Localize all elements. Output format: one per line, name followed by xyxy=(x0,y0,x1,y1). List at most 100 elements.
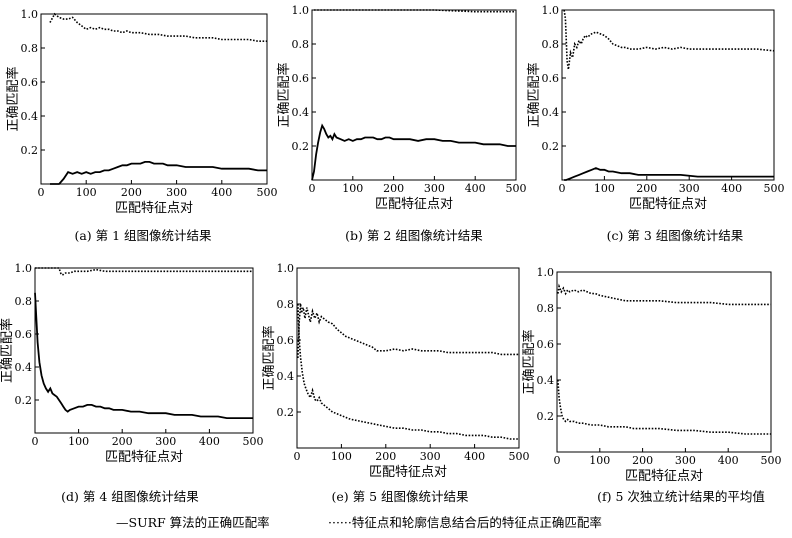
x-tick-label: 300 xyxy=(155,435,176,448)
chart-panel-b: 0 100 200 300 400 500 0.2 0.4 0.6 0.8 1.0 匹配特征点对 正确匹… xyxy=(276,4,527,243)
subplot-caption: (b) 第 2 组图像统计结果 xyxy=(345,228,483,243)
subplot-caption: (a) 第 1 组图像统计结果 xyxy=(74,228,212,243)
x-tick-label: 200 xyxy=(632,454,653,467)
x-axis-label: 匹配特征点对 xyxy=(625,469,703,484)
x-tick-label: 200 xyxy=(383,182,404,195)
series-line-2 xyxy=(35,267,253,276)
y-axis-label: 正确匹配率 xyxy=(526,62,542,127)
x-axis-label: 匹配特征点对 xyxy=(375,197,453,212)
x-tick-label: 500 xyxy=(506,182,527,195)
y-tick-label: 0.8 xyxy=(292,38,310,51)
x-tick-label: 100 xyxy=(331,450,352,463)
y-tick-label: 0.6 xyxy=(15,328,33,341)
x-tick-label: 400 xyxy=(211,186,232,199)
x-tick-label: 200 xyxy=(112,435,133,448)
x-tick-label: 0 xyxy=(38,186,45,199)
y-tick-label: 0.2 xyxy=(15,394,33,407)
series-line-1 xyxy=(557,379,771,435)
x-tick-label: 100 xyxy=(594,182,615,195)
series-line-2 xyxy=(557,283,771,306)
y-tick-label: 0.4 xyxy=(542,106,560,119)
y-tick-label: 0.6 xyxy=(542,72,560,85)
x-tick-label: 100 xyxy=(68,435,89,448)
series-line-1 xyxy=(34,292,253,420)
legend-dotted-label: ······特征点和轮廓信息结合后的特征点正确匹配率 xyxy=(328,515,602,530)
y-tick-label: 1.0 xyxy=(292,4,310,17)
y-tick-label: 0.8 xyxy=(537,302,555,315)
y-tick-label: 0.4 xyxy=(277,370,295,383)
y-tick-label: 0.2 xyxy=(542,140,560,153)
x-axis-label: 匹配特征点对 xyxy=(115,201,193,216)
y-axis-label: 正确匹配率 xyxy=(261,325,277,390)
y-tick-label: 1.0 xyxy=(277,262,295,275)
y-tick-label: 0.8 xyxy=(277,298,295,311)
y-tick-label: 0.4 xyxy=(21,110,39,123)
legend-solid-label: —SURF 算法的正确匹配率 xyxy=(116,515,270,530)
x-tick-label: 400 xyxy=(199,435,220,448)
series-line-1 xyxy=(50,160,267,185)
axes-frame xyxy=(34,267,254,434)
y-axis-label: 正确匹配率 xyxy=(521,329,537,394)
x-tick-label: 500 xyxy=(509,450,530,463)
x-tick-label: 100 xyxy=(76,186,97,199)
chart-panel-d: 0 100 200 300 400 500 0.2 0.4 0.6 0.8 1.0 匹配特征点对 正确匹… xyxy=(0,262,264,504)
axes-frame xyxy=(40,13,268,185)
axes-frame xyxy=(561,9,775,181)
y-tick-label: 0.2 xyxy=(21,144,39,157)
series-line-1 xyxy=(297,303,519,440)
x-tick-label: 200 xyxy=(121,186,142,199)
x-tick-label: 0 xyxy=(559,182,566,195)
x-tick-label: 500 xyxy=(764,182,785,195)
x-tick-label: 0 xyxy=(554,454,561,467)
series-line-2 xyxy=(314,9,516,13)
y-tick-label: 0.6 xyxy=(537,338,555,351)
x-tick-label: 0 xyxy=(309,182,316,195)
y-axis-label: 正确匹配率 xyxy=(5,66,21,131)
x-tick-label: 500 xyxy=(257,186,278,199)
y-tick-label: 1.0 xyxy=(542,4,560,17)
x-tick-label: 500 xyxy=(761,454,782,467)
y-tick-label: 0.4 xyxy=(15,361,33,374)
axes-frame xyxy=(311,9,517,181)
subplot-caption: (f) 5 次独立统计结果的平均值 xyxy=(597,489,765,504)
y-axis-label: 正确匹配率 xyxy=(276,62,292,127)
x-tick-label: 0 xyxy=(32,435,39,448)
series-line-1 xyxy=(564,167,774,181)
subplot-caption: (c) 第 3 组图像统计结果 xyxy=(607,228,744,243)
axes-frame xyxy=(296,267,520,449)
x-tick-label: 300 xyxy=(679,182,700,195)
x-tick-label: 400 xyxy=(718,454,739,467)
x-tick-label: 200 xyxy=(375,450,396,463)
subplot-caption: (e) 第 5 组图像统计结果 xyxy=(331,489,469,504)
series-line-2 xyxy=(297,303,519,359)
x-tick-label: 100 xyxy=(342,182,363,195)
subplot-caption: (d) 第 4 组图像统计结果 xyxy=(61,489,199,504)
chart-panel-a: 0 100 200 300 400 500 0.2 0.4 0.6 0.8 1.0 匹配特征点对 正确匹… xyxy=(5,8,278,243)
y-tick-label: 0.4 xyxy=(537,374,555,387)
y-tick-label: 0.4 xyxy=(292,106,310,119)
y-tick-label: 0.6 xyxy=(277,334,295,347)
y-tick-label: 0.6 xyxy=(21,76,39,89)
x-axis-label: 匹配特征点对 xyxy=(105,450,183,465)
axes-frame xyxy=(556,271,772,453)
x-tick-label: 400 xyxy=(721,182,742,195)
x-tick-label: 300 xyxy=(420,450,441,463)
y-tick-label: 1.0 xyxy=(537,266,555,279)
x-tick-label: 300 xyxy=(166,186,187,199)
chart-panel-e: 0 100 200 300 400 500 0.2 0.4 0.6 0.8 1.0 匹配特征点对 正确匹… xyxy=(261,262,530,504)
y-tick-label: 0.6 xyxy=(292,72,310,85)
y-tick-label: 0.2 xyxy=(537,410,555,423)
x-tick-label: 400 xyxy=(465,182,486,195)
y-tick-label: 0.8 xyxy=(21,42,39,55)
y-tick-label: 0.8 xyxy=(15,295,33,308)
y-tick-label: 0.2 xyxy=(292,140,310,153)
y-tick-label: 0.2 xyxy=(277,406,295,419)
chart-panel-c: 0 100 200 300 400 500 0.2 0.4 0.6 0.8 1.0 匹配特征点对 正确匹… xyxy=(526,4,785,243)
x-tick-label: 500 xyxy=(243,435,264,448)
chart-panel-f: 0 100 200 300 400 500 0.2 0.4 0.6 0.8 1.0 匹配特征点对 正确匹… xyxy=(521,266,782,504)
x-tick-label: 0 xyxy=(294,450,301,463)
y-tick-label: 1.0 xyxy=(21,8,39,21)
x-tick-label: 300 xyxy=(675,454,696,467)
legend: —SURF 算法的正确匹配率 ······特征点和轮廓信息结合后的特征点正确匹配率 xyxy=(116,515,602,530)
